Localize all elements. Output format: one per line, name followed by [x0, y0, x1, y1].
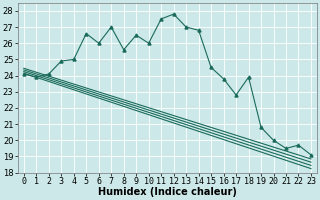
X-axis label: Humidex (Indice chaleur): Humidex (Indice chaleur): [98, 187, 237, 197]
